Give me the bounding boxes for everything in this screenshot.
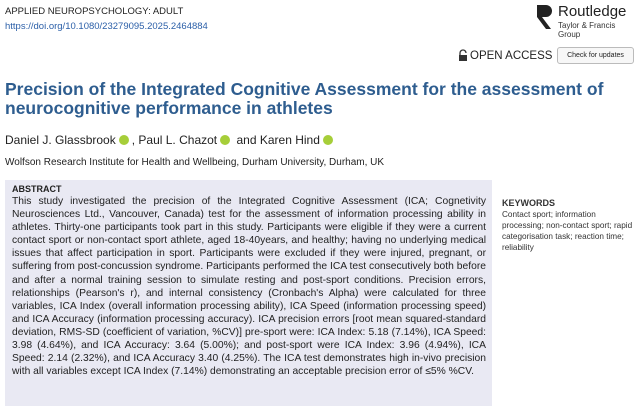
author[interactable]: Daniel J. Glassbrook [5,133,116,147]
orcid-icon[interactable] [220,135,231,145]
journal-name: APPLIED NEUROPSYCHOLOGY: ADULT [5,6,184,17]
article-title: Precision of the Integrated Cognitive As… [5,79,604,118]
authors: Daniel J. Glassbrook, Paul L. Chazot and… [5,133,336,147]
abstract-box [5,180,492,406]
publisher-name: Routledge [558,3,627,20]
author[interactable]: Karen Hind [259,133,320,147]
publisher-group: Taylor & Francis Group [558,21,616,39]
affiliation: Wolfson Research Institute for Health an… [5,157,385,168]
open-access: OPEN ACCESS [470,50,553,62]
keywords-heading: KEYWORDS [502,198,556,208]
keywords-text: Contact sport; information processing; n… [502,210,633,252]
orcid-icon[interactable] [118,135,129,145]
doi-link[interactable]: https://doi.org/10.1080/23279095.2025.24… [5,21,208,32]
separator: , [131,133,136,147]
lock-icon [459,49,467,61]
separator: and [236,133,257,147]
abstract-text: This study investigated the precision of… [12,196,486,378]
author[interactable]: Paul L. Chazot [138,133,218,147]
check-updates-button[interactable]: Check for updates [557,47,634,64]
abstract-heading: ABSTRACT [12,184,62,194]
publisher-logo [537,5,552,29]
orcid-icon[interactable] [322,135,333,145]
